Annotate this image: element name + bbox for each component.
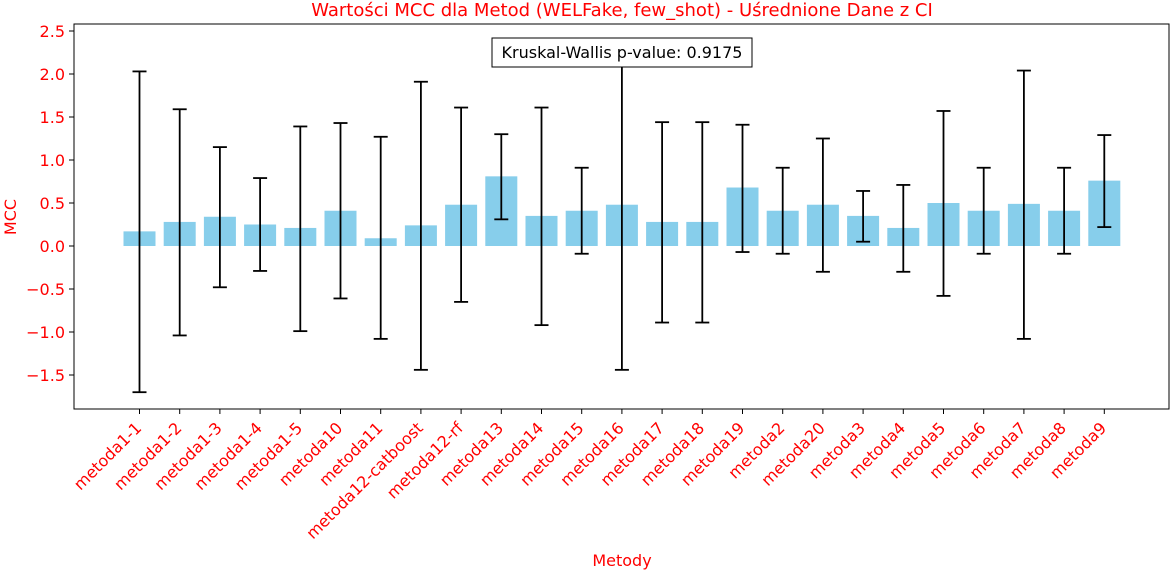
y-tick-label: 1.5 (40, 108, 65, 127)
error-bar-metoda7 (1016, 69, 1031, 340)
error-bar-metoda6 (976, 166, 991, 255)
error-bar-metoda18 (695, 121, 710, 324)
y-tick-label: 0.0 (40, 237, 65, 256)
chart-title: Wartości MCC dla Metod (WELFake, few_sho… (311, 0, 933, 21)
error-bar-metoda12-catboost (413, 80, 428, 371)
error-bar-metoda13 (494, 133, 509, 221)
y-tick-label: −0.5 (26, 280, 65, 299)
y-axis-label: MCC (1, 199, 20, 235)
y-tick-label: 1.0 (40, 151, 65, 170)
error-bar-metoda15 (574, 166, 589, 255)
error-bar-metoda1-4 (253, 177, 268, 272)
error-bar-metoda19 (735, 123, 750, 253)
error-bar-metoda10 (333, 122, 348, 300)
error-bar-metoda5 (936, 110, 951, 297)
error-bar-metoda1-5 (293, 125, 308, 333)
y-tick-label: 0.5 (40, 194, 65, 213)
y-tick-label: −1.0 (26, 323, 65, 342)
error-bar-metoda4 (896, 184, 911, 273)
error-bar-metoda14 (534, 106, 549, 327)
error-bar-metoda9 (1097, 134, 1112, 228)
error-bar-metoda2 (775, 166, 790, 255)
error-bar-metoda20 (815, 137, 830, 273)
x-axis: metoda1-1metoda1-2metoda1-3metoda1-4meto… (70, 409, 1110, 543)
y-tick-label: −1.5 (26, 366, 65, 385)
error-bar-metoda1-2 (172, 108, 187, 337)
y-tick-label: 2.5 (40, 22, 65, 41)
error-bar-metoda11 (373, 135, 388, 340)
error-bar-metoda3 (856, 190, 871, 243)
error-bar-metoda12-rf (454, 106, 469, 303)
error-bar-metoda8 (1057, 166, 1072, 255)
y-axis: −1.5 −1.0 −0.5 0.0 0.5 1.0 1.5 2.0 2.5 (26, 22, 74, 385)
error-bar-metoda1-1 (132, 70, 147, 394)
error-bars-group (132, 40, 1112, 394)
error-bar-metoda17 (655, 121, 670, 324)
y-tick-label: 2.0 (40, 65, 65, 84)
error-bar-metoda1-3 (212, 146, 227, 289)
annotation-box (491, 37, 753, 68)
kruskal-annotation: Kruskal-Wallis p-value: 0.9175 (491, 37, 753, 68)
x-axis-label: Metody (592, 551, 651, 570)
annotation-text: Kruskal-Wallis p-value: 0.9175 (502, 43, 743, 62)
